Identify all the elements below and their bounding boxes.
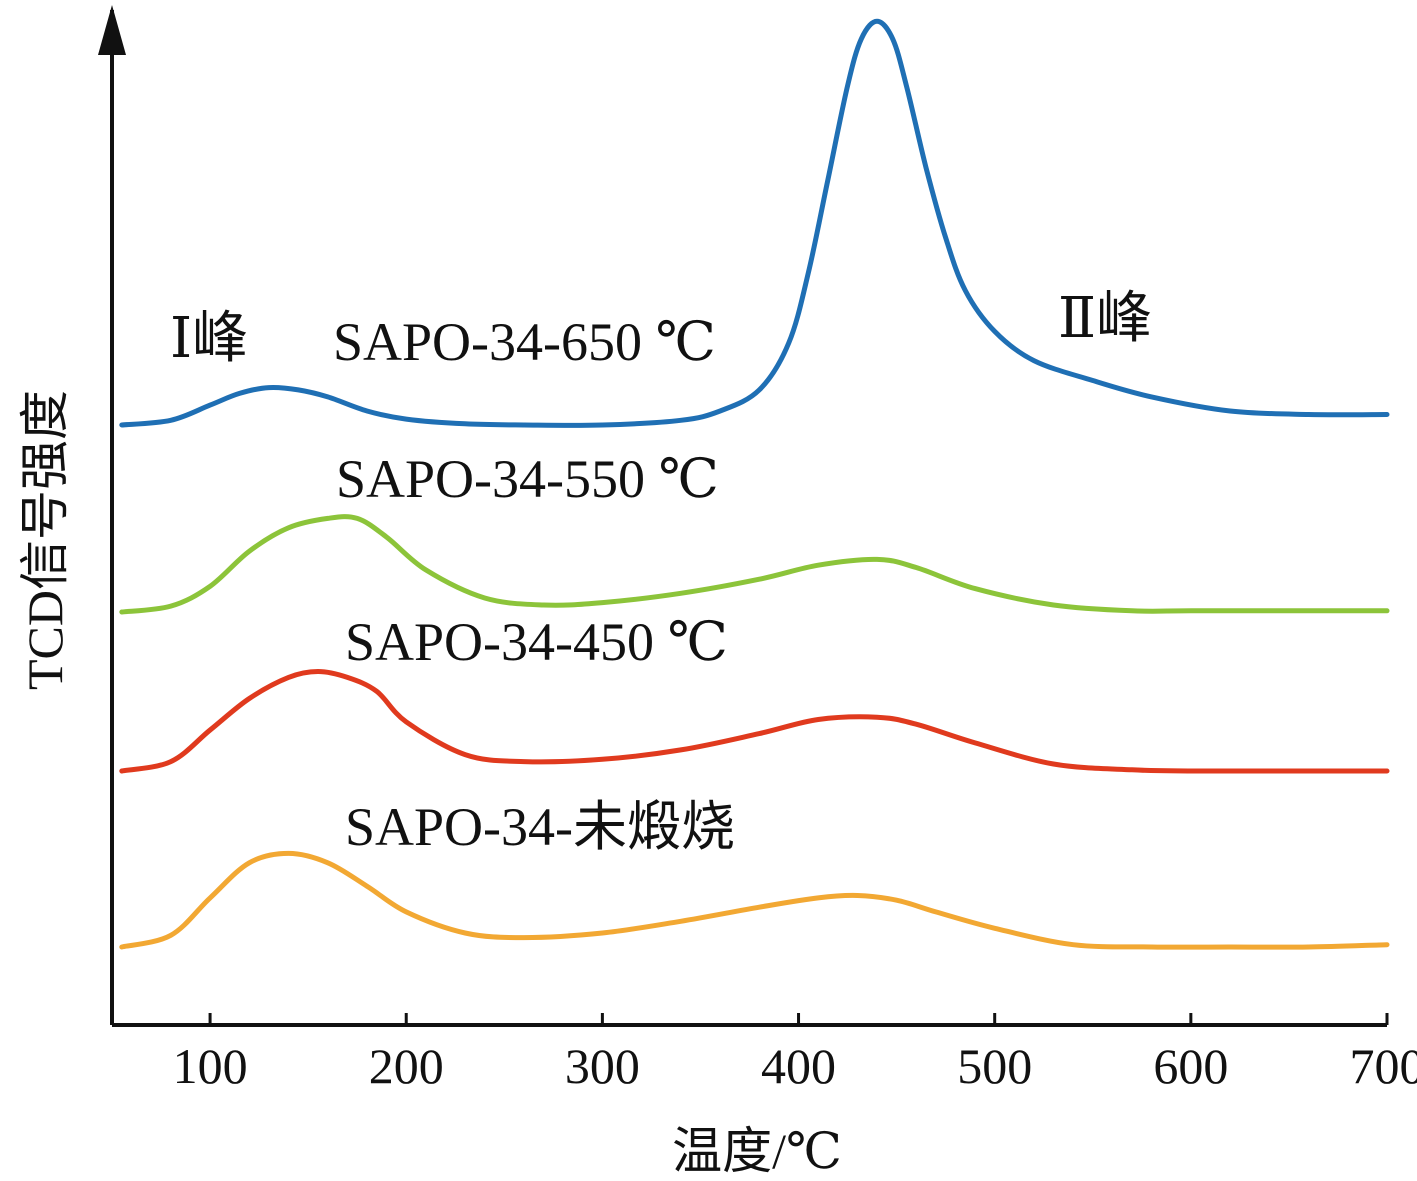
peak-annotation: Ⅰ峰: [170, 308, 248, 370]
series-labels: SAPO-34-650 ℃ SAPO-34-550 ℃ SAPO-34-450 ℃ S…: [333, 312, 735, 857]
y-axis-label: TCD信号强度: [17, 390, 73, 690]
series-label: SAPO-34-450 ℃: [345, 612, 728, 672]
x-ticks: 100 200 300 400 500 600 700: [173, 1013, 1417, 1094]
x-tick-label: 300: [565, 1038, 640, 1094]
y-axis-arrow: [98, 5, 126, 55]
series-curves: [119, 18, 1390, 950]
peak-labels: Ⅰ峰 Ⅱ峰: [170, 288, 1152, 370]
x-tick-label: 400: [761, 1038, 836, 1094]
x-tick-label: 600: [1153, 1038, 1228, 1094]
x-axis-label: 温度/℃: [672, 1123, 842, 1179]
x-tick-label: 100: [173, 1038, 248, 1094]
series-line: [119, 669, 1390, 774]
axes: [98, 5, 1387, 1027]
x-tick-label: 200: [369, 1038, 444, 1094]
series-line: [119, 850, 1390, 950]
series-line: [119, 18, 1390, 428]
x-tick-label: 500: [957, 1038, 1032, 1094]
series-line: [119, 514, 1390, 615]
x-tick-label: 700: [1350, 1038, 1417, 1094]
series-label: SAPO-34-650 ℃: [333, 312, 716, 372]
peak-annotation: Ⅱ峰: [1058, 288, 1152, 350]
series-label: SAPO-34-未煅烧: [345, 797, 735, 857]
series-label: SAPO-34-550 ℃: [336, 449, 719, 509]
